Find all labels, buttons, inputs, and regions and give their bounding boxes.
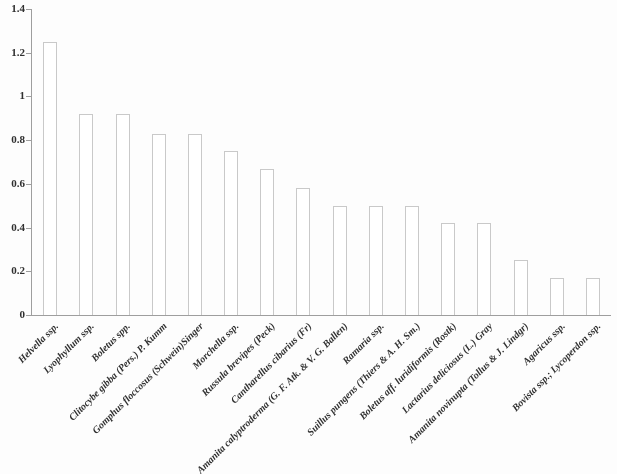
bar <box>513 260 528 315</box>
bar <box>368 206 383 315</box>
y-axis-tick-mark <box>26 183 31 185</box>
y-axis-tick-label: 0 <box>19 309 26 321</box>
bar <box>296 188 311 315</box>
bar <box>585 278 600 315</box>
y-axis-tick-label: 1.2 <box>11 46 25 59</box>
y-axis-tick-mark <box>26 9 31 10</box>
y-axis-tick-label: 0.2 <box>11 265 25 278</box>
y-axis-tick-mark <box>26 227 31 229</box>
bar <box>441 223 456 315</box>
bar <box>151 134 166 315</box>
bar <box>332 206 347 315</box>
bar <box>405 206 419 315</box>
y-axis-tick-mark <box>26 315 31 316</box>
y-axis-tick-label: 0.8 <box>11 134 25 147</box>
bar <box>79 114 94 315</box>
plot-area <box>31 9 611 316</box>
y-axis-tick-label: 0.4 <box>11 221 25 234</box>
y-axis-tick-label: 1 <box>19 90 26 103</box>
bar <box>477 223 492 315</box>
bar <box>187 134 202 315</box>
y-axis-tick-label: 0.6 <box>11 177 25 190</box>
bar <box>43 42 58 315</box>
y-axis-tick-mark <box>26 96 31 98</box>
y-axis-tick-mark <box>26 52 31 54</box>
y-axis-tick-label: 1.4 <box>11 3 25 15</box>
y-axis-tick-mark <box>26 140 31 142</box>
y-axis-tick-mark <box>26 271 31 273</box>
bar <box>260 169 275 315</box>
bar <box>224 151 238 315</box>
bar <box>549 278 564 315</box>
bar <box>115 114 130 315</box>
